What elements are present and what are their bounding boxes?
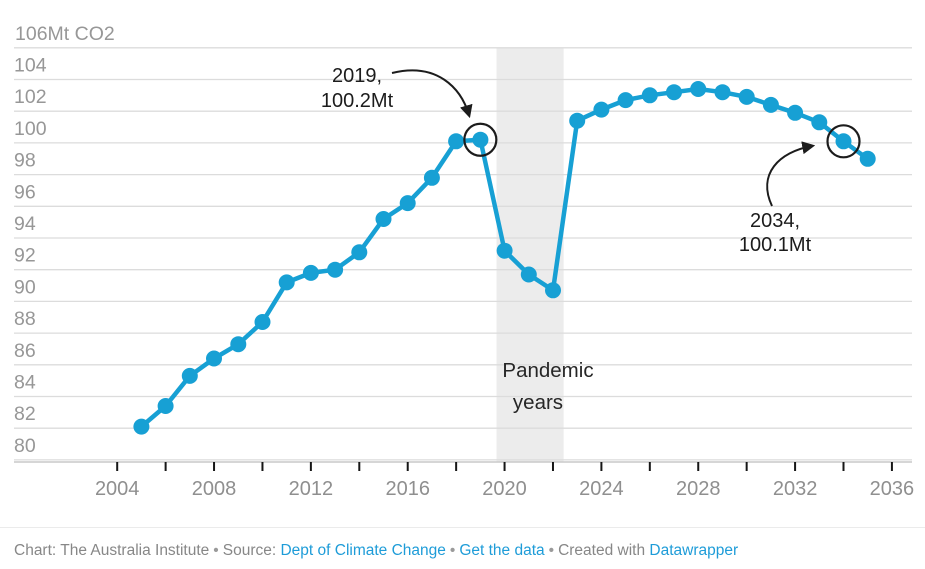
x-axis-label-2004: 2004 (95, 478, 140, 500)
data-point-2025[interactable] (617, 92, 634, 109)
get-the-data-link[interactable]: Get the data (459, 542, 545, 559)
y-axis-label-82: 82 (14, 403, 36, 425)
data-point-2010[interactable] (254, 314, 271, 330)
highlight-circle-2034 (826, 124, 861, 159)
y-axis-label-84: 84 (14, 372, 36, 394)
y-axis-label-96: 96 (14, 181, 36, 203)
x-axis-label-2008: 2008 (192, 478, 237, 500)
separator-dot: • (548, 542, 555, 559)
data-point-2020[interactable] (496, 242, 513, 259)
data-point-2008[interactable] (206, 350, 222, 367)
y-axis-label-92: 92 (14, 245, 36, 267)
data-point-2033[interactable] (811, 114, 828, 131)
annotation-text-2019: 2019, (332, 65, 382, 87)
data-point-2012[interactable] (302, 264, 319, 281)
data-point-2022[interactable] (545, 282, 561, 299)
data-point-2013[interactable] (327, 261, 344, 278)
separator-dot: • (213, 542, 219, 559)
data-point-2028[interactable] (690, 81, 707, 97)
y-axis-label-100: 100 (14, 118, 47, 140)
y-axis-label-90: 90 (14, 276, 36, 298)
data-point-2006[interactable] (157, 398, 174, 414)
y-axis-label-94: 94 (14, 213, 36, 235)
x-axis-label-2032: 2032 (773, 478, 818, 500)
annotation-value-2034: 100.1Mt (739, 234, 812, 256)
data-point-2009[interactable] (230, 336, 247, 353)
annotation-arrow-2019 (391, 69, 473, 119)
y-axis-label-102: 102 (14, 86, 47, 108)
data-point-2019[interactable] (472, 131, 489, 148)
y-axis-label-104: 104 (14, 55, 47, 77)
annotation-arrow-2034 (766, 141, 816, 207)
data-point-2007[interactable] (181, 367, 198, 384)
chart-credit: Chart: The Australia Institute (14, 542, 210, 559)
pandemic-band-label-line2: years (513, 391, 563, 414)
data-point-2024[interactable] (593, 101, 610, 118)
pandemic-band-label-line1: Pandemic (502, 359, 593, 382)
x-axis-label-2024: 2024 (579, 478, 624, 500)
y-axis-label-86: 86 (14, 340, 36, 362)
y-axis-unit-label: 106Mt CO2 (15, 23, 115, 45)
data-point-2035[interactable] (859, 150, 876, 167)
data-point-2023[interactable] (569, 112, 586, 129)
data-point-2014[interactable] (351, 244, 368, 261)
created-with-label: Created with (558, 542, 646, 559)
x-axis-label-2028: 2028 (676, 478, 721, 500)
data-point-2011[interactable] (278, 274, 295, 291)
data-point-2016[interactable] (399, 195, 416, 212)
highlight-circle-2019 (463, 122, 498, 157)
annotation-text-2034: 2034, (750, 210, 800, 232)
source-label: Source: (222, 542, 277, 559)
source-link[interactable]: Dept of Climate Change (280, 542, 446, 559)
datawrapper-link[interactable]: Datawrapper (649, 542, 739, 559)
data-point-2029[interactable] (714, 84, 731, 101)
chart-footer: Chart: The Australia Institute • Source: D… (0, 527, 925, 560)
emissions-line-chart: 80 82 84 86 88 90 92 94 96 98 100 102 104 106Mt CO2 20… (14, 23, 915, 500)
x-axis-label-2036: 2036 (870, 478, 915, 500)
annotation-value-2019: 100.2Mt (321, 90, 394, 112)
x-axis-label-2012: 2012 (289, 478, 334, 500)
separator-dot: • (449, 542, 456, 559)
data-point-2021[interactable] (520, 266, 537, 283)
x-axis-label-2020: 2020 (482, 478, 527, 500)
data-point-2030[interactable] (738, 88, 755, 105)
y-axis-label-98: 98 (14, 150, 36, 172)
data-point-2015[interactable] (375, 211, 392, 227)
data-point-2034[interactable] (835, 133, 852, 150)
data-point-2005[interactable] (133, 418, 150, 435)
data-point-2026[interactable] (641, 87, 658, 104)
data-point-2018[interactable] (448, 133, 465, 150)
data-point-2032[interactable] (787, 104, 804, 121)
x-axis-label-2016: 2016 (385, 478, 430, 500)
data-point-2031[interactable] (762, 96, 779, 113)
y-axis-label-88: 88 (14, 308, 36, 330)
data-point-2027[interactable] (666, 84, 682, 101)
data-point-2017[interactable] (423, 169, 440, 186)
y-axis-label-80: 80 (14, 435, 36, 457)
